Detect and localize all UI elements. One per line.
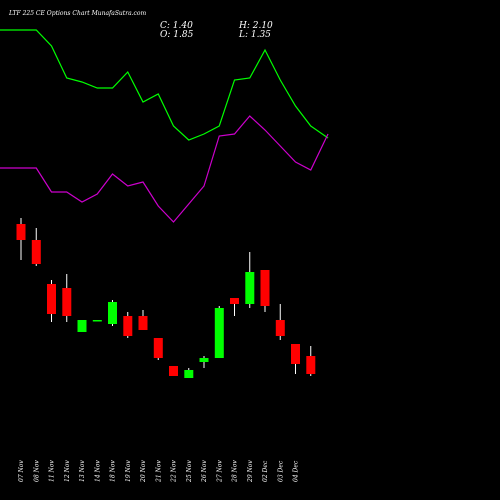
x-tick-label: 03 Dec: [277, 460, 284, 482]
candle-body: [47, 284, 56, 314]
candle-body: [230, 298, 239, 304]
candle-body: [62, 288, 72, 316]
x-tick-label: 21 Nov: [155, 460, 162, 483]
x-tick-label: 04 Dec: [293, 460, 300, 482]
close-value-label: C: 1.40: [160, 21, 193, 31]
x-tick-label: 12 Nov: [64, 460, 71, 482]
x-tick-label: 19 Nov: [125, 460, 132, 482]
candle-body: [123, 316, 133, 336]
high-value-label: H: 2.10: [238, 21, 273, 31]
candle-body: [260, 270, 270, 306]
chart-title: LTF 225 CE Options Chart MunafaSutra.com: [8, 10, 147, 17]
candle-body: [153, 338, 163, 358]
x-tick-label: 14 Nov: [94, 460, 101, 482]
candle-body: [77, 320, 87, 332]
candle-body: [291, 344, 300, 364]
candle-body: [184, 370, 194, 378]
x-tick-label: 20 Nov: [140, 460, 147, 483]
candle-body: [16, 224, 26, 240]
x-tick-label: 02 Dec: [262, 460, 269, 482]
upper-line-series: [0, 29, 329, 141]
x-tick-label: 27 Nov: [216, 460, 223, 483]
x-tick-label: 07 Nov: [18, 460, 25, 482]
low-value-label: L: 1.35: [238, 30, 271, 40]
candle-body: [275, 320, 285, 336]
x-tick-label: 26 Nov: [201, 460, 208, 483]
candle-body: [31, 240, 41, 264]
candle-body: [138, 316, 148, 330]
candle-body: [245, 272, 255, 304]
candle-body: [199, 358, 209, 362]
x-tick-label: 22 Nov: [171, 460, 178, 483]
x-tick-label: 25 Nov: [186, 460, 193, 483]
x-tick-label: 13 Nov: [79, 460, 86, 482]
x-tick-label: 11 Nov: [49, 460, 56, 482]
candles-group: [16, 218, 316, 378]
moving-average-lines: [0, 29, 329, 223]
candle-body: [214, 308, 224, 358]
candle-body: [169, 366, 178, 376]
x-tick-label: 28 Nov: [232, 460, 239, 483]
open-value-label: O: 1.85: [160, 30, 194, 40]
lower-line-series: [0, 115, 329, 223]
x-tick-label: 18 Nov: [110, 460, 117, 482]
x-tick-label: 08 Nov: [33, 460, 40, 482]
candle-body: [92, 320, 102, 322]
x-axis-ticks: 07 Nov 08 Nov 11 Nov 12 Nov 13 Nov 14 Nov 18 N…: [18, 460, 300, 483]
candle-body: [306, 356, 316, 374]
candle-body: [108, 302, 117, 324]
x-tick-label: 29 Nov: [247, 460, 254, 483]
